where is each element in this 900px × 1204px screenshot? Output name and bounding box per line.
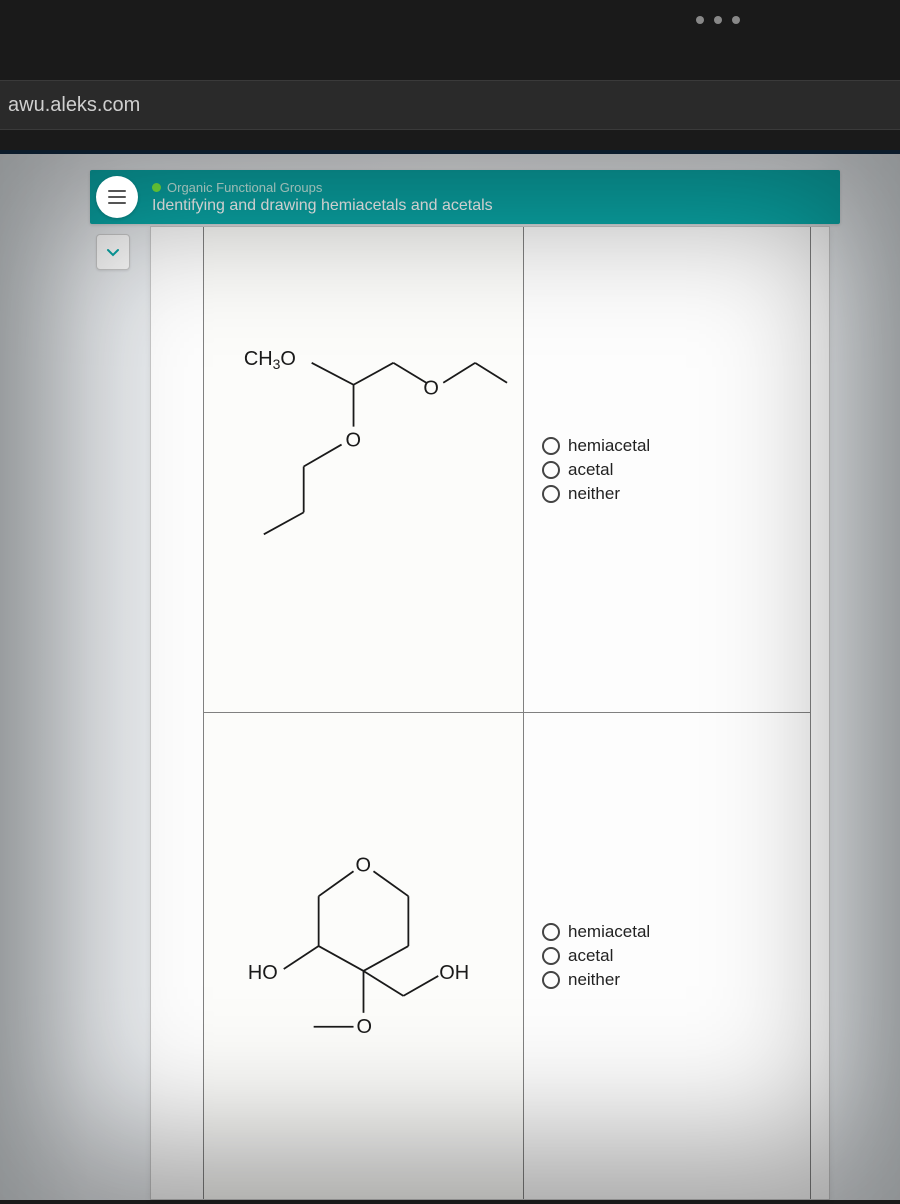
device-more-dots [696,16,740,24]
label-ho: HO [248,962,278,984]
label-oh: OH [439,962,469,984]
molecule-cell: CH3O O O [204,227,524,712]
radio-icon [542,947,560,965]
url-text: awu.aleks.com [8,94,140,117]
radio-label: hemiacetal [568,922,650,942]
chevron-down-icon [105,244,121,260]
label-ring-o: O [356,854,372,876]
radio-icon [542,971,560,989]
molecule-structure-1: CH3O O O [204,227,523,712]
radio-label: neither [568,484,620,504]
label-o1: O [423,378,439,400]
options-cell: hemiacetal acetal neither [524,227,810,712]
radio-icon [542,923,560,941]
label-o2: O [357,1016,372,1038]
lesson-header: Organic Functional Groups Identifying an… [90,170,840,224]
radio-icon [542,461,560,479]
url-bar[interactable]: awu.aleks.com [0,80,900,130]
question-row: CH3O O O [204,227,810,713]
menu-button[interactable] [96,176,138,218]
label-o2: O [346,430,362,452]
radio-icon [542,437,560,455]
label-ch3o: CH3O [244,348,296,372]
question-table: CH3O O O [203,227,811,1199]
molecule-structure-2: O HO OH [204,713,523,1199]
radio-acetal[interactable]: acetal [542,460,810,480]
question-row: O HO OH [204,713,810,1199]
radio-label: acetal [568,460,613,480]
radio-hemiacetal[interactable]: hemiacetal [542,922,810,942]
collapse-panel-button[interactable] [96,234,130,270]
question-panel: CH3O O O [150,226,830,1200]
lesson-category: Organic Functional Groups [152,180,493,195]
radio-icon [542,485,560,503]
molecule-cell: O HO OH [204,713,524,1199]
radio-neither[interactable]: neither [542,484,810,504]
status-dot-icon [152,183,161,192]
options-cell: hemiacetal acetal neither [524,713,810,1199]
radio-neither[interactable]: neither [542,970,810,990]
radio-label: neither [568,970,620,990]
radio-label: hemiacetal [568,436,650,456]
radio-label: acetal [568,946,613,966]
lesson-topic: Identifying and drawing hemiacetals and … [152,197,493,215]
page-content: Organic Functional Groups Identifying an… [0,150,900,1200]
lesson-category-label: Organic Functional Groups [167,180,322,195]
radio-hemiacetal[interactable]: hemiacetal [542,436,810,456]
radio-acetal[interactable]: acetal [542,946,810,966]
